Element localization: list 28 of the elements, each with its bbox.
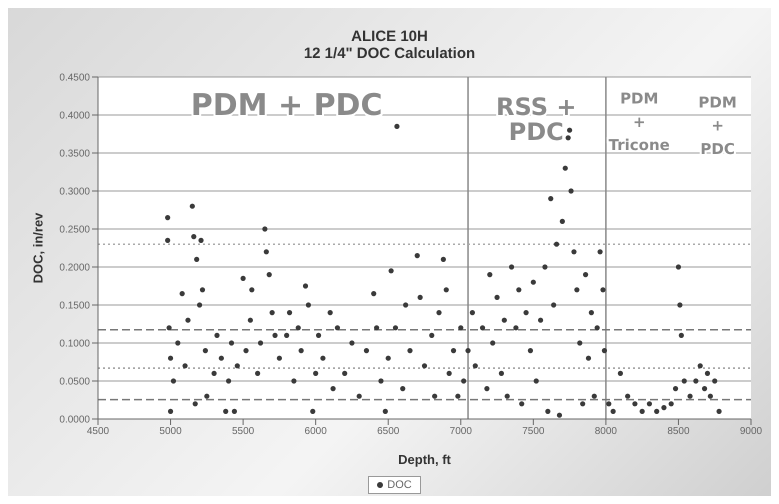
- x-tick-label: 6500: [377, 426, 400, 438]
- x-tick-label: 6000: [304, 426, 328, 438]
- x-tick-label: 5000: [159, 426, 182, 438]
- y-tick-label: 0.2000: [59, 262, 90, 274]
- x-axis-title: Depth, ft: [398, 452, 452, 467]
- x-tick-label: 4500: [86, 426, 110, 438]
- y-tick-label: 0.4500: [59, 72, 90, 84]
- x-tick-label: 8500: [667, 426, 690, 438]
- x-tick-label: 7000: [450, 426, 472, 438]
- y-tick-label: 0.3000: [59, 186, 90, 198]
- annotation: PDM + PDC: [190, 88, 382, 123]
- y-tick-label: 0.4000: [59, 110, 90, 122]
- y-tick-label: 0.3500: [59, 148, 90, 160]
- y-tick-label: 0.1000: [59, 338, 90, 350]
- x-tick-label: 5500: [232, 426, 255, 438]
- annotation: PDM + Tricone: [608, 90, 670, 154]
- x-tick-label: 8000: [594, 426, 618, 438]
- y-tick-label: 0.2500: [59, 224, 90, 236]
- chart-title: ALICE 10H: [350, 27, 429, 45]
- y-tick-label: 0.0500: [59, 376, 90, 388]
- legend-label: DOC: [368, 476, 421, 494]
- chart-subtitle: 12 1/4" DOC Calculation: [302, 45, 476, 62]
- annotation: RSS + PDC: [496, 93, 576, 146]
- y-tick-label: 0.0000: [59, 414, 90, 426]
- y-axis-title: DOC, in/rev: [30, 212, 46, 284]
- x-tick-label: 7500: [522, 426, 545, 438]
- x-tick-label: 9000: [740, 426, 763, 438]
- y-tick-label: 0.1500: [59, 300, 90, 312]
